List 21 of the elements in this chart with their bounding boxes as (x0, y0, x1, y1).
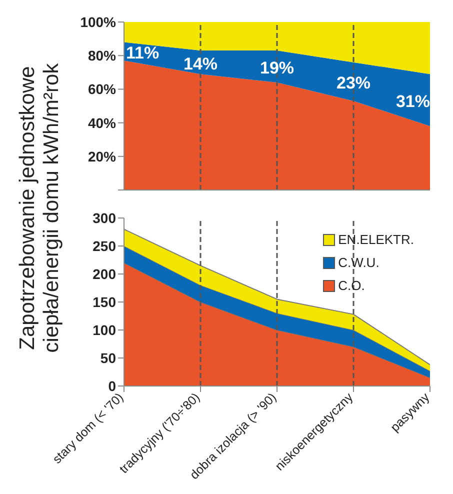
legend-label: C.W.U. (338, 255, 380, 270)
data-label: 23% (336, 74, 371, 93)
data-label: 19% (260, 58, 294, 78)
legend-label: EN.ELEKTR. (338, 232, 414, 247)
legend-label: C.O. (338, 278, 365, 293)
y-tick-label: 100 (92, 322, 116, 338)
y-tick-label: 150 (92, 294, 116, 310)
y-axis-title: Zapotrzebowanie jednostkowe ciepła/energii domu kWh/m²rok (16, 63, 64, 353)
y-tick-label: 200 (92, 266, 116, 282)
y-tick-label: 50 (100, 350, 116, 366)
data-label: 14% (183, 54, 218, 74)
y-tick-label: 100% (80, 14, 117, 30)
y-tick-label: 250 (92, 238, 116, 254)
y-tick-label: 40% (88, 114, 117, 131)
y-tick-label: 20% (88, 148, 117, 164)
y-tick-label: 80% (88, 48, 117, 64)
y-tick-label: 60% (88, 81, 117, 98)
data-label: 11% (126, 43, 160, 62)
y-tick-label: 0 (108, 378, 116, 394)
data-label: 31% (396, 92, 430, 112)
y-tick-label: 300 (92, 210, 116, 226)
